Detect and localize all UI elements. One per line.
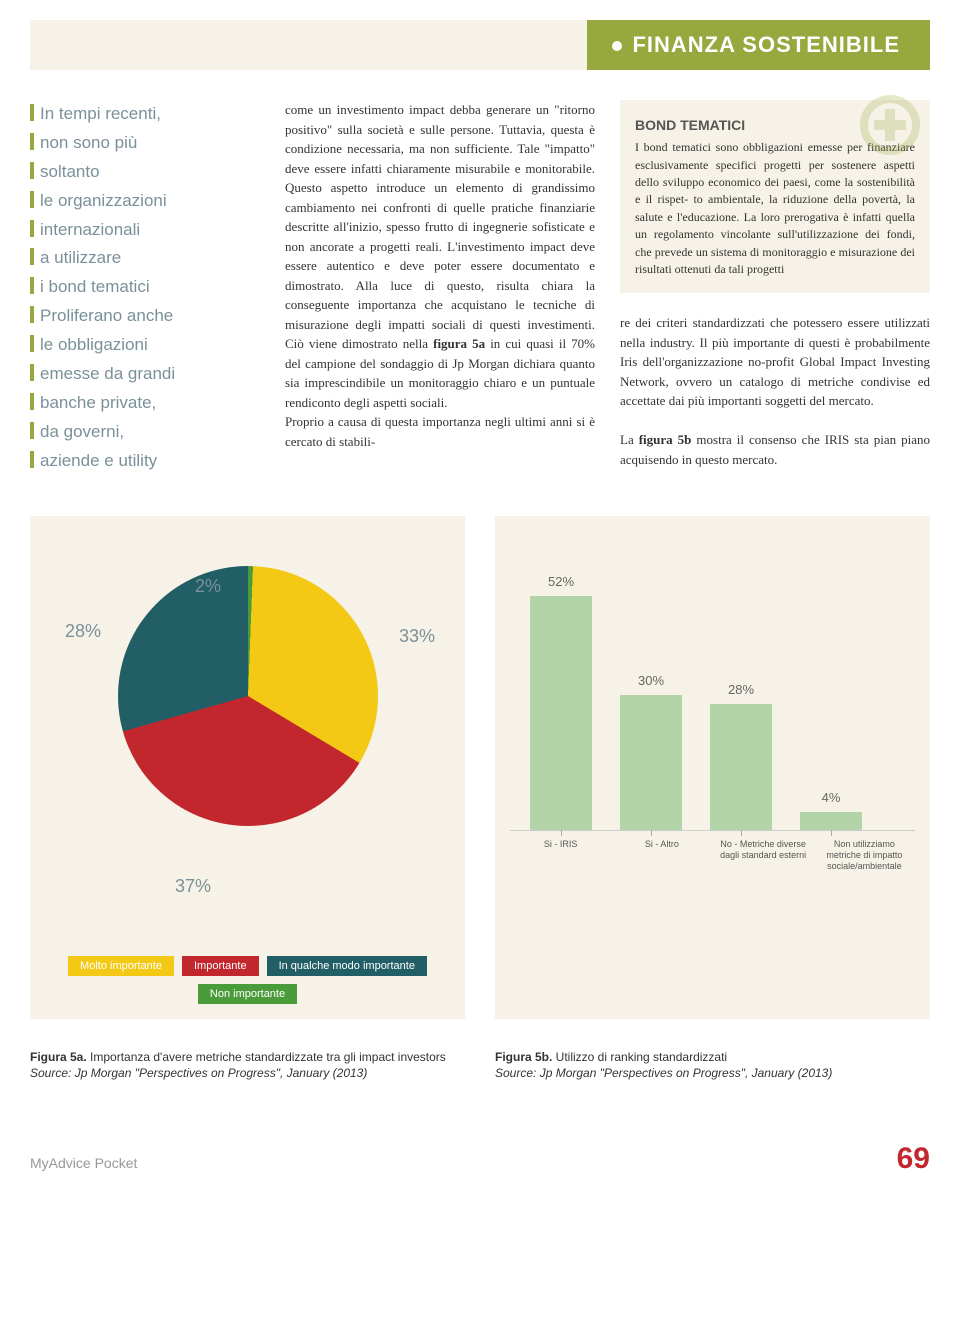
legend-item: Molto importante	[68, 956, 174, 976]
bar-label: Si - IRIS	[510, 839, 611, 873]
header-title: FINANZA SOSTENIBILE	[632, 32, 900, 57]
fig5b-text: Utilizzo di ranking standardizzati	[552, 1050, 727, 1064]
fig5a-text: Importanza d'avere metriche standardizza…	[87, 1050, 446, 1064]
pull-quote: In tempi recenti,non sono piùsoltantole …	[30, 100, 260, 476]
page-header: FINANZA SOSTENIBILE	[30, 20, 930, 70]
fig5a-source: Source: Jp Morgan "Perspectives on Progr…	[30, 1066, 367, 1080]
pie-label-33pct: 33%	[399, 626, 435, 647]
sidebar-box: BOND TEMATICI I bond tematici sono obbli…	[620, 100, 930, 293]
plus-icon	[860, 95, 920, 155]
bar: 28%	[710, 704, 772, 830]
pie-label-28pct: 28%	[65, 621, 101, 642]
pie-legend: Molto importante Importante In qualche mod…	[45, 956, 450, 1004]
fig5a-bold: Figura 5a.	[30, 1050, 87, 1064]
bar-labels: Si - IRISSi - AltroNo - Metriche diverse…	[510, 839, 915, 873]
bar: 30%	[620, 695, 682, 830]
pie-chart-figure: 2% 28% 33% 37% Molto importante Important…	[30, 516, 465, 1019]
bullet-icon	[612, 41, 622, 51]
bar-value: 28%	[710, 682, 772, 697]
bar-label: No - Metriche diverse dagli standard est…	[713, 839, 814, 873]
pie-chart	[118, 566, 378, 826]
fig5b-bold: Figura 5b.	[495, 1050, 552, 1064]
bar-value: 52%	[530, 574, 592, 589]
page-number: 69	[897, 1142, 930, 1176]
figure-5a-caption: Figura 5a. Importanza d'avere metriche s…	[30, 1049, 465, 1083]
sidebar-body: I bond tematici sono obbligazioni emesse…	[635, 139, 915, 278]
fig5b-source: Source: Jp Morgan "Perspectives on Progr…	[495, 1066, 832, 1080]
bar: 4%	[800, 812, 862, 830]
bar-chart: 52% 30% 28% 4%	[510, 546, 915, 831]
legend-item: Non importante	[198, 984, 297, 1004]
body-column-1: come un investimento impact debba genera…	[285, 100, 595, 476]
pie-label-37pct: 37%	[175, 876, 211, 897]
legend-item: In qualche modo importante	[267, 956, 427, 976]
legend-item: Importante	[182, 956, 259, 976]
bar-value: 4%	[800, 790, 862, 805]
bar-label: Non utilizziamo metriche di impatto soci…	[814, 839, 915, 873]
bar-label: Si - Altro	[611, 839, 712, 873]
figure-5b-caption: Figura 5b. Utilizzo di ranking standardi…	[495, 1049, 930, 1083]
body-column-2: re dei criteri standardizzati che potess…	[620, 313, 930, 469]
pie-label-2pct: 2%	[195, 576, 221, 597]
bar: 52%	[530, 596, 592, 830]
header-title-box: FINANZA SOSTENIBILE	[587, 20, 930, 70]
bar-value: 30%	[620, 673, 682, 688]
footer-publication: MyAdvice Pocket	[30, 1155, 137, 1171]
bar-chart-figure: 52% 30% 28% 4% Si - IRISSi - AltroNo - Metr…	[495, 516, 930, 1019]
